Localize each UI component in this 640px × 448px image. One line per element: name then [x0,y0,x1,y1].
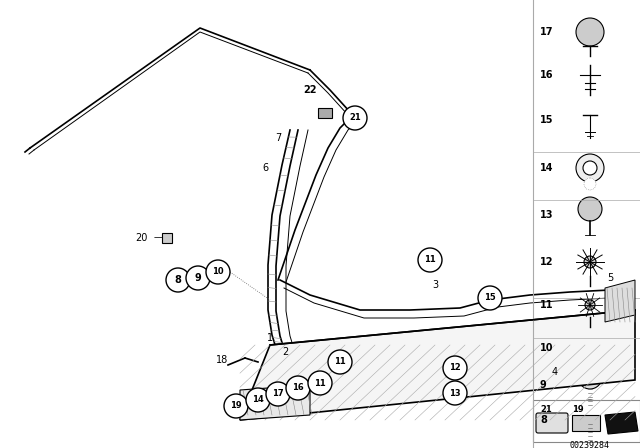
Text: 4: 4 [552,367,558,377]
Text: 8: 8 [175,275,181,285]
Circle shape [328,350,352,374]
Text: 19: 19 [230,401,242,410]
Text: 5: 5 [607,273,613,283]
Text: 17: 17 [540,27,554,37]
Text: 15: 15 [484,293,496,302]
Circle shape [578,197,602,221]
Circle shape [206,260,230,284]
Text: 9: 9 [540,380,547,390]
Text: 17: 17 [272,389,284,399]
Circle shape [478,286,502,310]
Text: 20: 20 [136,233,148,243]
Circle shape [584,256,596,268]
Text: 18: 18 [216,355,228,365]
Circle shape [343,106,367,130]
Text: 9: 9 [195,273,202,283]
Circle shape [576,18,604,46]
Circle shape [186,266,210,290]
Bar [533,400,640,442]
Text: 13: 13 [449,388,461,397]
Text: —: — [154,233,163,242]
Bar [162,233,172,243]
Circle shape [418,248,442,272]
Circle shape [246,388,270,412]
Text: 11: 11 [540,300,554,310]
Polygon shape [240,310,635,420]
Bar [318,108,332,118]
Text: 6: 6 [262,163,268,173]
Polygon shape [240,385,310,420]
Polygon shape [572,415,600,431]
Circle shape [578,365,602,389]
Text: 7: 7 [275,133,281,143]
Circle shape [578,400,602,424]
Text: 16: 16 [292,383,304,392]
Circle shape [443,381,467,405]
Text: 1: 1 [267,333,273,343]
Text: 3: 3 [432,280,438,290]
Circle shape [576,154,604,182]
Text: 12: 12 [540,257,554,267]
Text: 22: 22 [303,85,317,95]
Circle shape [583,161,597,175]
Circle shape [308,371,332,395]
Text: 19: 19 [572,405,584,414]
Circle shape [166,268,190,292]
Circle shape [266,382,290,406]
Text: 15: 15 [540,115,554,125]
Text: 00239284: 00239284 [570,440,610,448]
Text: 21: 21 [349,113,361,122]
Circle shape [584,178,596,190]
Text: 12: 12 [449,363,461,372]
Text: 2: 2 [282,347,288,357]
Text: 14: 14 [540,163,554,173]
Circle shape [585,300,595,310]
Text: 11: 11 [334,358,346,366]
Text: 13: 13 [540,210,554,220]
Text: 10: 10 [540,343,554,353]
Polygon shape [605,412,638,434]
Circle shape [224,394,248,418]
Polygon shape [605,280,635,322]
Text: 10: 10 [212,267,224,276]
Text: 11: 11 [424,255,436,264]
Text: 8: 8 [540,415,547,425]
Text: 14: 14 [252,396,264,405]
Circle shape [286,376,310,400]
Polygon shape [575,340,603,362]
Text: 21: 21 [540,405,552,414]
FancyBboxPatch shape [536,413,568,433]
Text: 16: 16 [540,70,554,80]
Circle shape [443,356,467,380]
Text: 11: 11 [314,379,326,388]
